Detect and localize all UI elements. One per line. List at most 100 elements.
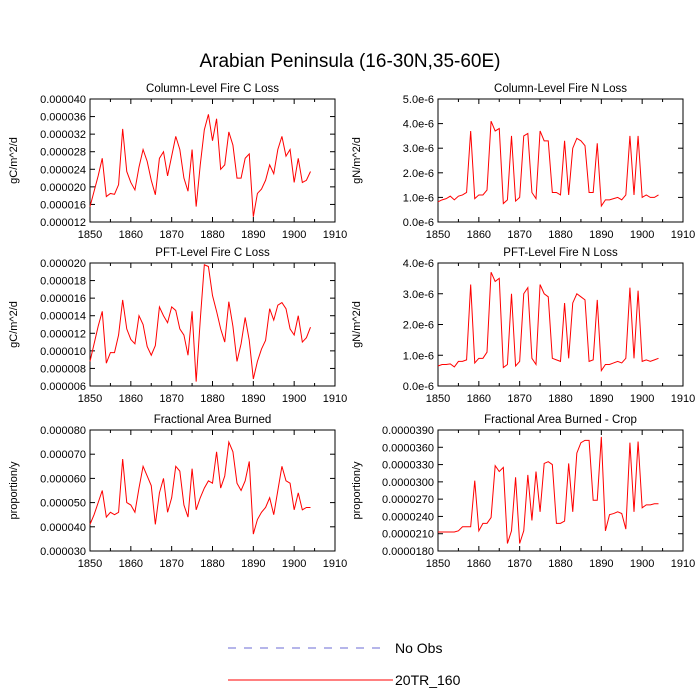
y-axis-label: gN/m^2/d <box>351 137 363 184</box>
x-tick-label: 1880 <box>548 229 572 241</box>
y-tick-label: 0.000024 <box>40 164 86 176</box>
x-tick-label: 1900 <box>630 558 654 570</box>
x-tick-label: 1860 <box>119 558 143 570</box>
x-tick-label: 1910 <box>671 393 695 405</box>
chart-panel-2: Column-Level Fire N Loss 1850 1860 1870 1880… <box>351 83 695 241</box>
y-tick-label: 0.0e-6 <box>403 217 434 229</box>
plot-frame <box>437 429 684 552</box>
chart-panel-5: Fractional Area Burned 1850 1860 1870 1880 18… <box>8 414 347 570</box>
x-tick-label: 1880 <box>200 393 224 405</box>
y-tick-label: 0.000010 <box>40 346 86 358</box>
y-tick-label: 0.000020 <box>40 258 86 270</box>
plot-frame <box>89 262 336 387</box>
x-tick-label: 1880 <box>548 558 572 570</box>
y-tick-label: 0.000036 <box>40 112 86 124</box>
x-tick-label: 1900 <box>282 229 306 241</box>
y-axis-label: proportion/y <box>8 461 20 520</box>
y-tick-label: 0.000080 <box>40 425 86 437</box>
y-tick-label: 0.000020 <box>40 182 86 194</box>
x-tick-label: 1870 <box>507 393 531 405</box>
y-axis-label: proportion/y <box>351 461 363 520</box>
x-tick-label: 1890 <box>589 229 613 241</box>
x-tick-label: 1880 <box>200 229 224 241</box>
x-tick-label: 1850 <box>78 393 102 405</box>
x-tick-label: 1900 <box>630 229 654 241</box>
legend-20tr-160-label: 20TR_160 <box>395 672 461 688</box>
x-tick-label: 1880 <box>548 393 572 405</box>
series-line-20tr-160 <box>89 114 311 217</box>
y-tick-label: 0.000040 <box>40 94 86 106</box>
x-tick-label: 1910 <box>671 558 695 570</box>
y-tick-label: 4.0e-6 <box>403 119 434 131</box>
x-tick-label: 1870 <box>159 393 183 405</box>
panel-title: PFT-Level Fire C Loss <box>155 247 270 259</box>
y-tick-label: 2.0e-6 <box>403 168 434 180</box>
y-tick-label: 0.000016 <box>40 293 86 305</box>
x-tick-label: 1860 <box>119 393 143 405</box>
y-tick-label: 0.000014 <box>40 311 86 323</box>
x-tick-label: 1860 <box>467 558 491 570</box>
x-tick-label: 1900 <box>282 558 306 570</box>
y-tick-label: 0.000008 <box>40 363 86 375</box>
x-tick-label: 1870 <box>507 558 531 570</box>
x-tick-label: 1850 <box>78 229 102 241</box>
y-tick-label: 4.0e-6 <box>403 258 434 270</box>
x-tick-label: 1900 <box>282 393 306 405</box>
legend: No Obs 20TR_160 <box>228 640 461 688</box>
x-tick-label: 1860 <box>467 229 491 241</box>
x-tick-label: 1890 <box>589 558 613 570</box>
y-axis-label: gC/m^2/d <box>8 301 20 348</box>
chart-panel-6: Fractional Area Burned - Crop 1850 1860 187… <box>351 414 695 570</box>
y-tick-label: 0.000030 <box>40 546 86 558</box>
x-tick-label: 1910 <box>323 229 347 241</box>
y-tick-label: 3.0e-6 <box>403 143 434 155</box>
series-line-20tr-160 <box>437 272 659 373</box>
y-tick-label: 0.0000330 <box>382 460 434 472</box>
chart-panel-1: Column-Level Fire C Loss 1850 1860 1870 1880… <box>8 83 347 241</box>
panel-title: Fractional Area Burned - Crop <box>484 414 637 426</box>
y-tick-label: 0.000070 <box>40 449 86 461</box>
plot-frame <box>89 429 336 552</box>
y-tick-label: 0.0000360 <box>382 442 434 454</box>
x-tick-label: 1910 <box>671 229 695 241</box>
x-tick-label: 1890 <box>241 558 265 570</box>
panel-title: Fractional Area Burned <box>154 414 272 426</box>
y-tick-label: 0.000032 <box>40 129 86 141</box>
x-tick-label: 1860 <box>119 229 143 241</box>
x-tick-label: 1870 <box>507 229 531 241</box>
series-line-20tr-160 <box>438 436 659 544</box>
panel-title: PFT-Level Fire N Loss <box>503 247 618 259</box>
x-tick-label: 1910 <box>323 558 347 570</box>
x-tick-label: 1910 <box>323 393 347 405</box>
y-tick-label: 0.0000210 <box>382 529 434 541</box>
series-line-20tr-160 <box>89 440 311 535</box>
figure-title: Arabian Peninsula (16-30N,35-60E) <box>199 51 500 72</box>
x-tick-label: 1880 <box>200 558 224 570</box>
y-tick-label: 0.0000390 <box>382 425 434 437</box>
x-tick-label: 1850 <box>426 558 450 570</box>
y-tick-label: 0.000016 <box>40 199 86 211</box>
plot-frame <box>437 262 684 387</box>
y-tick-label: 3.0e-6 <box>403 289 434 301</box>
y-tick-label: 0.000012 <box>40 217 86 229</box>
x-tick-label: 1900 <box>630 393 654 405</box>
series-line-20tr-160 <box>89 264 311 382</box>
y-axis-label: gC/m^2/d <box>8 137 20 184</box>
y-tick-label: 0.000050 <box>40 498 86 510</box>
y-tick-label: 0.0000240 <box>382 511 434 523</box>
y-tick-label: 5.0e-6 <box>403 94 434 106</box>
x-tick-label: 1850 <box>426 393 450 405</box>
y-tick-label: 0.000040 <box>40 522 86 534</box>
y-tick-label: 0.000012 <box>40 328 86 340</box>
chart-panel-4: PFT-Level Fire N Loss 1850 1860 1870 1880 189… <box>351 247 695 405</box>
y-tick-label: 0.0000270 <box>382 494 434 506</box>
y-tick-label: 1.0e-6 <box>403 192 434 204</box>
x-tick-label: 1890 <box>241 393 265 405</box>
panel-title: Column-Level Fire C Loss <box>146 83 279 95</box>
y-tick-label: 2.0e-6 <box>403 320 434 332</box>
x-tick-label: 1850 <box>426 229 450 241</box>
y-tick-label: 0.0e-6 <box>403 381 434 393</box>
y-tick-label: 0.000006 <box>40 381 86 393</box>
x-tick-label: 1850 <box>78 558 102 570</box>
x-tick-label: 1890 <box>241 229 265 241</box>
